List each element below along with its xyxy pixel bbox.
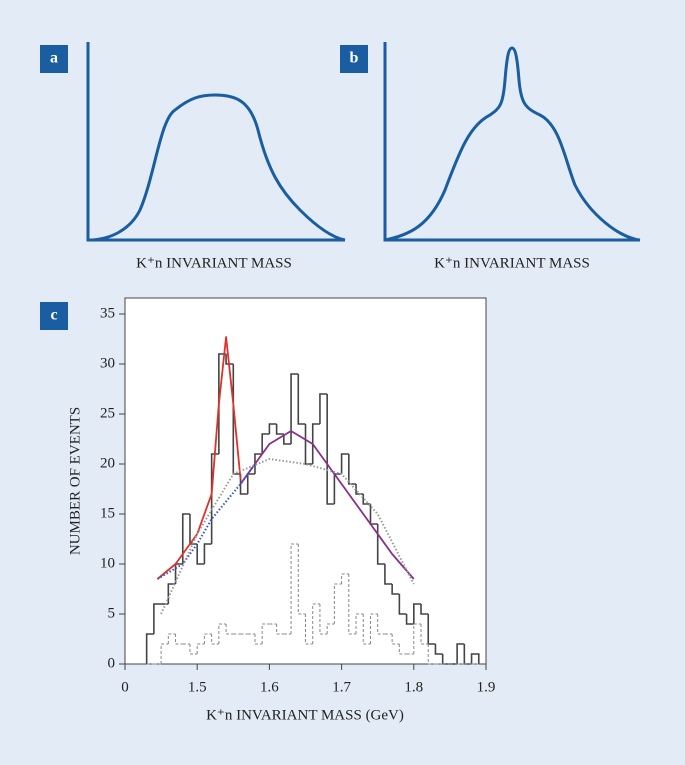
histogram-bin bbox=[355, 613, 364, 634]
histogram-bin bbox=[167, 633, 176, 644]
histogram-bin bbox=[348, 574, 357, 635]
histogram-bin bbox=[203, 633, 212, 644]
histogram-bin bbox=[427, 644, 436, 665]
histogram-bin bbox=[384, 564, 393, 585]
histogram-bin bbox=[275, 424, 284, 435]
fit-curve bbox=[239, 430, 415, 580]
histogram-bin bbox=[225, 624, 234, 635]
histogram-bin bbox=[203, 543, 212, 564]
panel-badge bbox=[40, 45, 68, 73]
panel-label: c bbox=[50, 307, 57, 324]
histogram-bin bbox=[391, 584, 400, 595]
histogram-bin bbox=[398, 594, 407, 615]
histogram-bin bbox=[254, 634, 263, 645]
histogram-bin bbox=[304, 424, 313, 465]
histogram-bin bbox=[268, 423, 277, 434]
histogram-bin bbox=[297, 374, 306, 425]
histogram-bin bbox=[326, 623, 335, 634]
panel-label: a bbox=[50, 50, 58, 67]
histogram-bin bbox=[456, 643, 465, 664]
histogram-bin bbox=[211, 634, 219, 645]
histogram-bin bbox=[340, 453, 349, 474]
histogram-bin bbox=[276, 624, 284, 635]
y-tick-label: 10 bbox=[100, 555, 115, 571]
curve bbox=[87, 93, 346, 242]
fit-curve bbox=[156, 336, 242, 580]
histogram-bin bbox=[413, 623, 422, 654]
panel-badge bbox=[340, 45, 368, 73]
x-tick-label: 1.5 bbox=[188, 679, 207, 695]
y-tick-label: 35 bbox=[100, 305, 115, 321]
y-tick-label: 5 bbox=[108, 605, 116, 621]
y-tick-label: 15 bbox=[100, 505, 115, 521]
y-tick-label: 20 bbox=[100, 455, 115, 471]
axes bbox=[383, 42, 640, 242]
histogram-bin bbox=[145, 633, 154, 664]
histogram-bin bbox=[348, 454, 357, 485]
panel-badge bbox=[40, 302, 68, 330]
x-tick-label: 1.6 bbox=[260, 679, 279, 695]
histogram-bin bbox=[362, 614, 371, 645]
histogram-bin bbox=[377, 614, 385, 635]
histogram-bin bbox=[326, 394, 335, 505]
x-axis-label: K⁺n INVARIANT MASS bbox=[434, 255, 590, 271]
x-axis-label: K⁺n INVARIANT MASS (GeV) bbox=[206, 707, 404, 723]
histogram-bin bbox=[160, 643, 169, 664]
x-tick-label: 1.8 bbox=[404, 679, 423, 695]
x-tick-label: 1.7 bbox=[332, 679, 351, 695]
histogram-bin bbox=[376, 524, 385, 565]
x-tick-label: 1.9 bbox=[477, 679, 496, 695]
curve bbox=[384, 46, 641, 242]
histogram-bin bbox=[261, 433, 270, 454]
y-tick-label: 30 bbox=[100, 355, 115, 371]
fit-curve bbox=[160, 458, 415, 615]
histogram-bin bbox=[175, 634, 183, 645]
histogram-bin bbox=[369, 613, 378, 644]
histogram-bin bbox=[196, 544, 205, 565]
histogram-bin bbox=[311, 423, 320, 464]
histogram-bin bbox=[239, 474, 248, 495]
histogram-bin bbox=[434, 644, 443, 655]
histogram-bin bbox=[333, 583, 342, 624]
histogram-bin bbox=[254, 453, 263, 474]
histogram-bin bbox=[283, 434, 292, 445]
histogram-bin bbox=[362, 494, 371, 505]
histogram-bin bbox=[290, 543, 299, 634]
histogram-bin bbox=[153, 603, 162, 634]
histogram-bin bbox=[470, 653, 480, 664]
histogram-bin bbox=[218, 623, 227, 644]
histogram-bin bbox=[398, 644, 407, 655]
histogram-bin bbox=[312, 603, 320, 644]
y-tick-label: 25 bbox=[100, 405, 115, 421]
histogram-bin bbox=[261, 623, 270, 644]
histogram-bin bbox=[181, 513, 190, 564]
plot-frame bbox=[124, 297, 487, 665]
histogram-bin bbox=[189, 644, 198, 655]
y-axis-label: NUMBER OF EVENTS bbox=[67, 407, 83, 555]
histogram-bin bbox=[290, 373, 299, 444]
panel-label: b bbox=[350, 50, 359, 67]
histogram-bin bbox=[196, 643, 205, 654]
histogram-bin bbox=[420, 604, 429, 615]
histogram-bin bbox=[210, 453, 219, 544]
y-tick-label: 0 bbox=[108, 655, 116, 671]
x-tick-label: 0 bbox=[121, 679, 129, 695]
histogram-bin bbox=[305, 614, 313, 645]
histogram-bin bbox=[319, 604, 328, 635]
histogram-bin bbox=[420, 624, 429, 645]
histogram-bin bbox=[319, 393, 328, 424]
x-axis-label: K⁺n INVARIANT MASS bbox=[136, 255, 292, 271]
histogram-bin bbox=[405, 614, 414, 625]
axes bbox=[86, 42, 345, 242]
histogram-bin bbox=[413, 603, 422, 624]
histogram-bin bbox=[225, 354, 234, 365]
histogram-bin bbox=[341, 573, 349, 584]
histogram-bin bbox=[391, 634, 400, 645]
histogram-bin bbox=[297, 544, 306, 615]
